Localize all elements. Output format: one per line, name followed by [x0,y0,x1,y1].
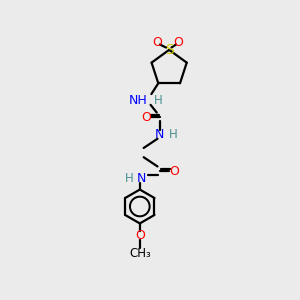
Text: O: O [173,36,183,49]
Text: H: H [154,94,162,107]
Text: N: N [137,172,146,185]
Text: O: O [169,165,178,178]
Text: H: H [125,172,134,185]
Text: NH: NH [129,94,148,107]
Text: O: O [152,36,162,49]
Text: H: H [169,128,178,141]
Text: S: S [165,43,173,57]
Text: CH₃: CH₃ [129,247,151,260]
Text: O: O [141,111,151,124]
Text: N: N [155,128,164,141]
Text: O: O [135,229,145,242]
